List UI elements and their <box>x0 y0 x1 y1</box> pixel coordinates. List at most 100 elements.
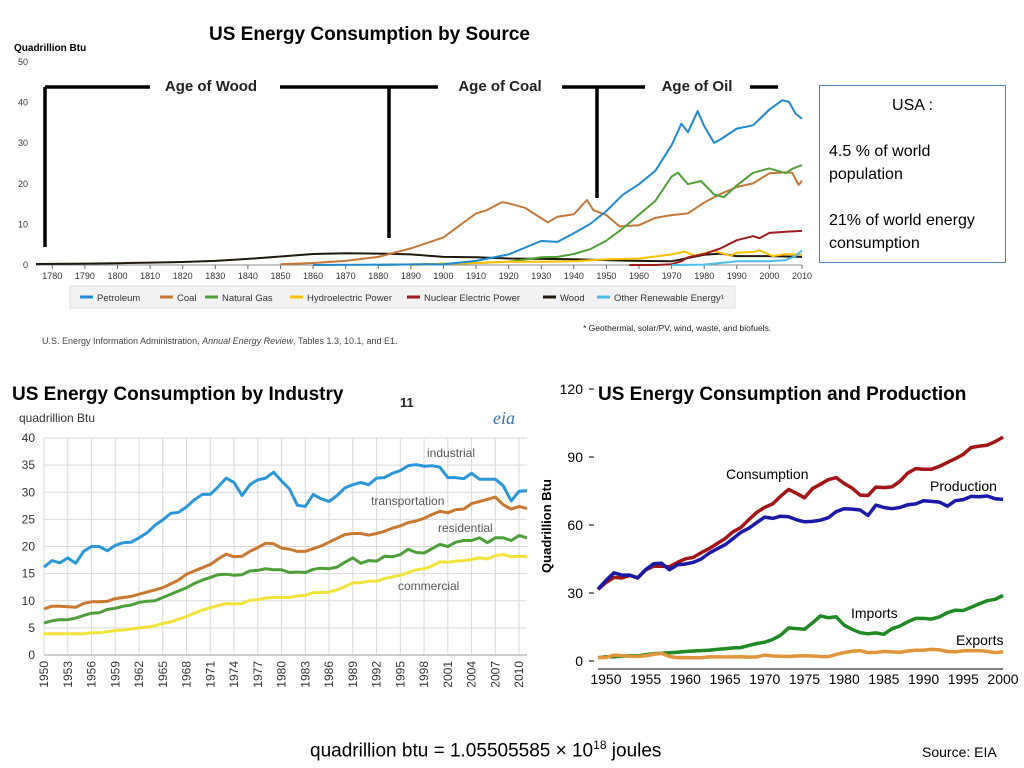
y-tick-label: 40 <box>18 98 28 108</box>
source-chart: Quadrillion Btu 0 10 20 30 40 50 1780 1790 1800 18… <box>14 43 812 346</box>
x-tick-label: 1980 <box>275 661 289 688</box>
x-tick-label: 1992 <box>370 661 384 688</box>
x-tick-label: 1955 <box>630 671 661 687</box>
y-axis-label: Quadrillion Btu <box>14 43 86 54</box>
x-tick-label: 1974 <box>227 661 241 688</box>
x-tick-label: 1959 <box>108 661 122 688</box>
x-tick-label: 2010 <box>512 661 526 688</box>
series-line-production <box>596 494 1004 591</box>
legend-label-nuclear-electric-power: Nuclear Electric Power <box>424 293 520 304</box>
x-tick-label: 1970 <box>662 271 682 281</box>
x-tick-label: 1986 <box>322 661 336 688</box>
usa-fact-box: USA : 4.5 % of world population 21% of w… <box>819 85 1006 263</box>
series-line-natural-gas <box>378 164 803 266</box>
series-line-coal <box>280 171 803 266</box>
eia-logo: eia <box>493 408 515 428</box>
x-tick-label: 1995 <box>948 671 979 687</box>
x-tick-label: 1971 <box>203 661 217 688</box>
industry-chart: 11 eia quadrillion Btu 0 5 10 15 20 25 30 35 40 1950… <box>19 395 528 688</box>
y-tick-label: 35 <box>22 458 36 472</box>
x-tick-label: 2007 <box>488 661 502 688</box>
series-line-hydroelectric-power <box>410 249 803 266</box>
x-tick-label: 2000 <box>987 671 1018 687</box>
x-tick-label: 1980 <box>829 671 860 687</box>
x-tick-label: 1830 <box>205 271 225 281</box>
y-tick-label: 0 <box>23 260 28 270</box>
x-tick-label: 1960 <box>629 271 649 281</box>
x-tick-label: 2000 <box>759 271 779 281</box>
y-tick-label: 0 <box>575 653 583 669</box>
y-tick-label: 10 <box>18 219 28 229</box>
x-tick-label: 1985 <box>868 671 899 687</box>
usa-energy-share: 21% of world energy consumption <box>829 212 975 252</box>
x-tick-label: 2001 <box>441 661 455 688</box>
usa-fact-title: USA : <box>892 97 933 114</box>
source-note: Source: EIA <box>922 744 997 760</box>
x-tick-label: 1989 <box>346 661 360 688</box>
citation-part: Annual Energy Review <box>201 336 294 346</box>
x-tick-label: 1995 <box>393 661 407 688</box>
series-label-residential: residential <box>438 521 493 535</box>
production-chart-heading: US Energy Consumption and Production <box>598 384 967 405</box>
y-tick-label: 0 <box>28 648 35 662</box>
usa-population-share: 4.5 % of world population <box>829 143 931 183</box>
x-tick-label: 1977 <box>251 661 265 688</box>
y-tick-label: 10 <box>22 594 36 608</box>
x-tick-label: 1960 <box>670 671 701 687</box>
series-line-industrial <box>43 463 528 569</box>
formula-prefix: quadrillion btu = 1.05505585 × 10 <box>310 740 594 762</box>
x-tick-label: 1870 <box>336 271 356 281</box>
y-tick-label: 20 <box>22 540 36 554</box>
x-tick-label: 1810 <box>140 271 160 281</box>
y-tick-label: 40 <box>22 431 36 445</box>
y-tick-label: 90 <box>567 449 583 465</box>
series-line-consumption <box>596 435 1004 591</box>
x-tick-label: 1968 <box>180 661 194 688</box>
legend-label-natural-gas: Natural Gas <box>222 293 273 304</box>
series-line-petroleum <box>313 99 803 266</box>
x-tick-label: 1965 <box>709 671 740 687</box>
series-label-transportation: transportation <box>371 494 444 508</box>
x-tick-label: 1920 <box>499 271 519 281</box>
y-tick-label: 30 <box>22 485 36 499</box>
x-tick-label: 2004 <box>465 661 479 688</box>
formula-exponent: 18 <box>593 738 607 752</box>
series-label-imports: Imports <box>851 605 898 621</box>
y-tick-label: 5 <box>28 621 35 635</box>
x-tick-label: 1950 <box>596 271 616 281</box>
footnote: * Geothermal, solar/PV, wind, waste, and… <box>583 323 771 333</box>
legend-box <box>69 285 736 309</box>
x-tick-label: 1860 <box>303 271 323 281</box>
x-tick-label: 1850 <box>270 271 290 281</box>
legend-label-petroleum: Petroleum <box>97 293 140 304</box>
x-tick-label: 1950 <box>37 661 51 688</box>
series-line-exports <box>597 647 1004 660</box>
era-label-age-of-oil: Age of Oil <box>662 78 733 95</box>
era-label-age-of-coal: Age of Coal <box>458 78 541 95</box>
series-label-commercial: commercial <box>398 579 459 593</box>
y-tick-label: 30 <box>567 585 583 601</box>
x-tick-label: 1880 <box>368 271 388 281</box>
x-tick-label: 1790 <box>75 271 95 281</box>
y-tick-label: 25 <box>22 512 36 526</box>
y-axis-label: quadrillion Btu <box>19 411 95 425</box>
series-line-commercial <box>44 553 528 636</box>
y-tick-label: 30 <box>18 138 28 148</box>
x-tick-label: 1962 <box>132 661 146 688</box>
series-label-industrial: industrial <box>427 446 475 460</box>
legend-label-coal: Coal <box>177 293 197 304</box>
x-tick-label: 1950 <box>590 671 621 687</box>
x-tick-label: 1998 <box>417 661 431 688</box>
legend-label-wood: Wood <box>560 293 585 304</box>
x-tick-label: 1930 <box>531 271 551 281</box>
source-chart-heading: US Energy Consumption by Source <box>209 24 530 45</box>
unit-conversion-formula: quadrillion btu = 1.05505585 × 1018 joul… <box>310 738 661 762</box>
series-label-production: Production <box>930 478 997 494</box>
era-label-age-of-wood: Age of Wood <box>165 78 257 95</box>
y-tick-label: 50 <box>18 57 28 67</box>
partial-title: 11 <box>400 395 414 410</box>
x-tick-label: 1780 <box>42 271 62 281</box>
x-tick-label: 1840 <box>238 271 258 281</box>
series-label-consumption: Consumption <box>726 466 809 482</box>
series-label-exports: Exports <box>956 632 1003 648</box>
